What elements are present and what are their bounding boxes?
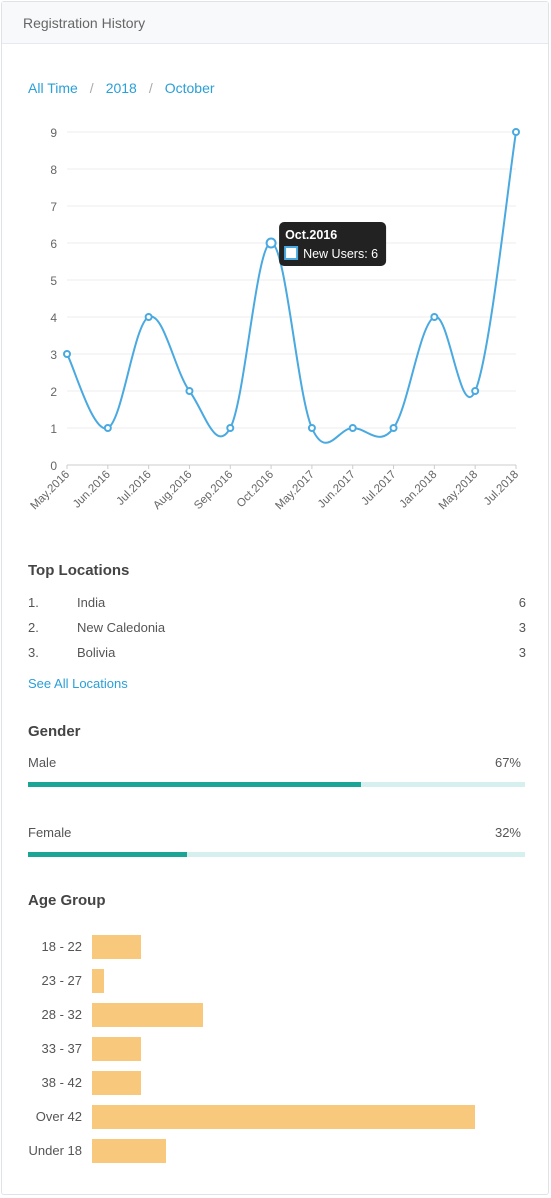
tooltip-swatch: [284, 246, 299, 260]
location-rank: 3.: [28, 645, 39, 660]
age-group-title: Age Group: [28, 892, 106, 909]
location-count: 6: [518, 595, 526, 610]
y-tick-label: 0: [50, 459, 57, 473]
breadcrumb-all-time[interactable]: All Time: [28, 80, 78, 96]
x-tick-label: Jul.2018: [482, 469, 521, 508]
age-group-bar[interactable]: [92, 1037, 141, 1061]
y-tick-label: 8: [50, 163, 57, 177]
gender-value-female: 32%: [494, 825, 521, 840]
age-group-label: 38 - 42: [41, 1075, 82, 1090]
panel-header: Registration History: [2, 2, 548, 44]
y-tick-label: 2: [50, 385, 57, 399]
location-row: 3. Bolivia 3: [28, 645, 526, 665]
y-tick-label: 7: [50, 200, 57, 214]
location-name: New Caledonia: [77, 620, 166, 635]
x-tick-label: Jun.2017: [316, 469, 358, 511]
location-count: 3: [518, 620, 526, 635]
age-group-label: 28 - 32: [41, 1007, 82, 1022]
x-tick-label: Jul.2017: [359, 469, 398, 508]
x-tick-label: May.2017: [273, 469, 317, 513]
x-tick-label: Aug.2016: [151, 469, 194, 512]
age-group-bar[interactable]: [92, 935, 141, 959]
data-point[interactable]: [512, 128, 520, 136]
gender-label-female: Female: [28, 825, 72, 840]
y-tick-label: 6: [50, 237, 57, 251]
y-tick-label: 3: [50, 348, 57, 362]
age-group-label: 33 - 37: [41, 1041, 82, 1056]
panel-title: Registration History: [23, 14, 146, 31]
breadcrumb: All Time / 2018 / October: [28, 80, 215, 96]
top-locations-title: Top Locations: [28, 562, 130, 579]
gender-bar-fill-male: [28, 782, 361, 787]
age-group-bar[interactable]: [92, 1105, 475, 1129]
location-name: Bolivia: [77, 645, 116, 660]
series-line-new-users: [66, 131, 517, 444]
age-group-label: Under 18: [28, 1143, 82, 1158]
data-point[interactable]: [389, 424, 398, 432]
data-point[interactable]: [265, 237, 277, 249]
age-group-bar[interactable]: [92, 1071, 141, 1095]
data-point[interactable]: [430, 313, 439, 321]
gender-bar-fill-female: [28, 852, 188, 857]
data-point[interactable]: [226, 424, 235, 432]
data-point[interactable]: [144, 313, 153, 321]
y-tick-label: 9: [50, 126, 57, 140]
age-group-label: 23 - 27: [41, 973, 82, 988]
age-group-bar[interactable]: [92, 1139, 166, 1163]
y-tick-label: 4: [50, 311, 57, 325]
y-tick-label: 1: [50, 422, 57, 436]
tooltip: [279, 222, 387, 266]
data-point[interactable]: [348, 424, 357, 432]
location-rank: 2.: [28, 620, 39, 635]
age-group-bar[interactable]: [92, 1003, 203, 1027]
gender-label-male: Male: [28, 755, 57, 770]
age-group-bar[interactable]: [92, 969, 104, 993]
gender-bar-track-female: [28, 852, 525, 857]
location-name: India: [77, 595, 106, 610]
age-group-label: 18 - 22: [41, 939, 82, 954]
data-point[interactable]: [185, 387, 194, 395]
gender-bar-track-male: [28, 782, 525, 787]
location-count: 3: [518, 645, 526, 660]
tooltip-label: New Users: 6: [303, 247, 378, 261]
breadcrumb-year[interactable]: 2018: [105, 80, 137, 96]
location-rank: 1.: [28, 595, 39, 610]
x-tick-label: Jan.2018: [398, 469, 440, 511]
data-point[interactable]: [307, 424, 316, 432]
see-all-locations-link[interactable]: See All Locations: [28, 676, 128, 691]
x-tick-label: Jun.2016: [71, 469, 113, 511]
x-tick-label: Sep.2016: [192, 469, 235, 512]
x-tick-label: Oct.2016: [235, 469, 276, 510]
y-tick-label: 5: [50, 274, 57, 288]
x-tick-label: Jul.2016: [115, 469, 154, 508]
tooltip-title: Oct.2016: [285, 228, 337, 242]
breadcrumb-separator: /: [89, 80, 94, 96]
location-row: 2. New Caledonia 3: [28, 620, 526, 640]
gender-title: Gender: [28, 723, 81, 740]
x-tick-label: May.2018: [437, 469, 481, 513]
data-point[interactable]: [103, 424, 112, 432]
age-group-label: Over 42: [35, 1109, 82, 1124]
breadcrumb-month[interactable]: October: [164, 80, 215, 96]
breadcrumb-separator: /: [148, 80, 153, 96]
gender-value-male: 67%: [494, 755, 521, 770]
data-point[interactable]: [63, 350, 71, 358]
x-tick-label: May.2016: [29, 469, 73, 513]
location-row: 1. India 6: [28, 595, 526, 615]
data-point[interactable]: [471, 387, 480, 395]
